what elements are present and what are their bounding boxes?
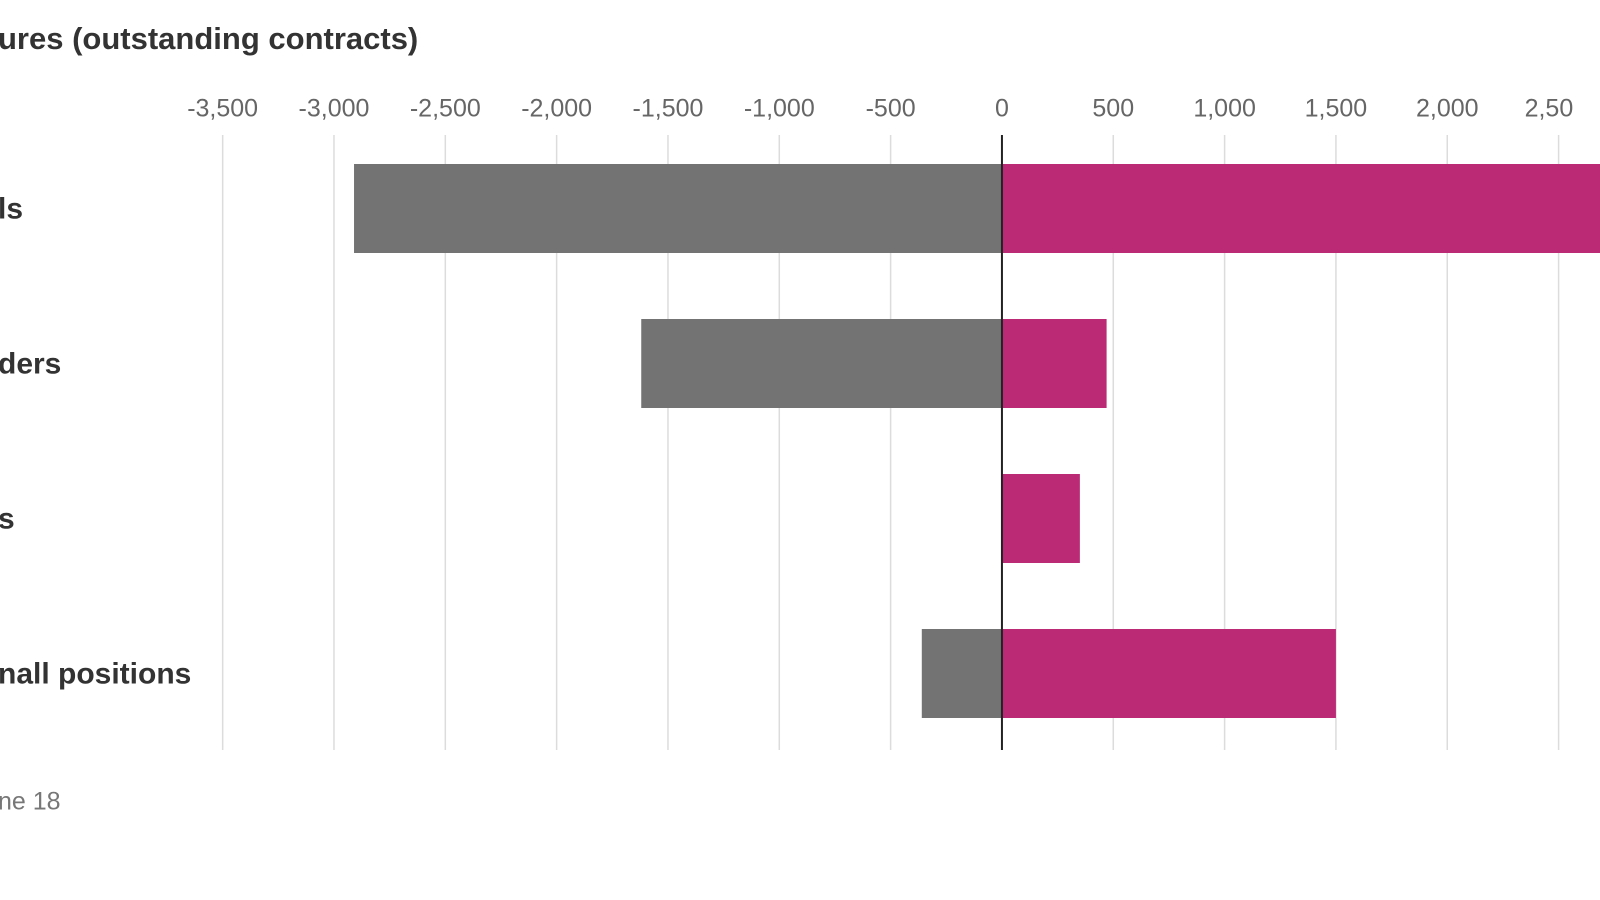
x-tick-label: -3,500 (187, 95, 258, 123)
bar (1001, 629, 1336, 718)
category-label: ls (0, 192, 23, 225)
bar (1001, 319, 1107, 408)
x-tick-label: 2,000 (1416, 95, 1479, 123)
x-tick-label: 1,000 (1193, 95, 1256, 123)
bar (354, 164, 1002, 253)
category-label: ders (0, 347, 61, 380)
x-tick-label: 0 (995, 95, 1009, 123)
x-tick-label: -1,000 (744, 95, 815, 123)
bar (921, 629, 1002, 718)
x-tick-label: -500 (866, 95, 916, 123)
bar (641, 319, 1002, 408)
x-tick-label: 2,50 (1525, 95, 1574, 123)
x-tick-label: -2,000 (521, 95, 592, 123)
bar (1001, 474, 1080, 563)
category-label: s (0, 502, 15, 535)
footnote: ne 18 (0, 788, 61, 816)
x-tick-label: 1,500 (1305, 95, 1368, 123)
x-tick-label: -3,000 (299, 95, 370, 123)
chart-title: ures (outstanding contracts) (0, 21, 418, 56)
x-tick-label: -2,500 (410, 95, 481, 123)
category-label: nall positions (0, 657, 191, 690)
x-tick-label: 500 (1092, 95, 1134, 123)
x-tick-label: -1,500 (633, 95, 704, 123)
bar (1001, 164, 1600, 253)
